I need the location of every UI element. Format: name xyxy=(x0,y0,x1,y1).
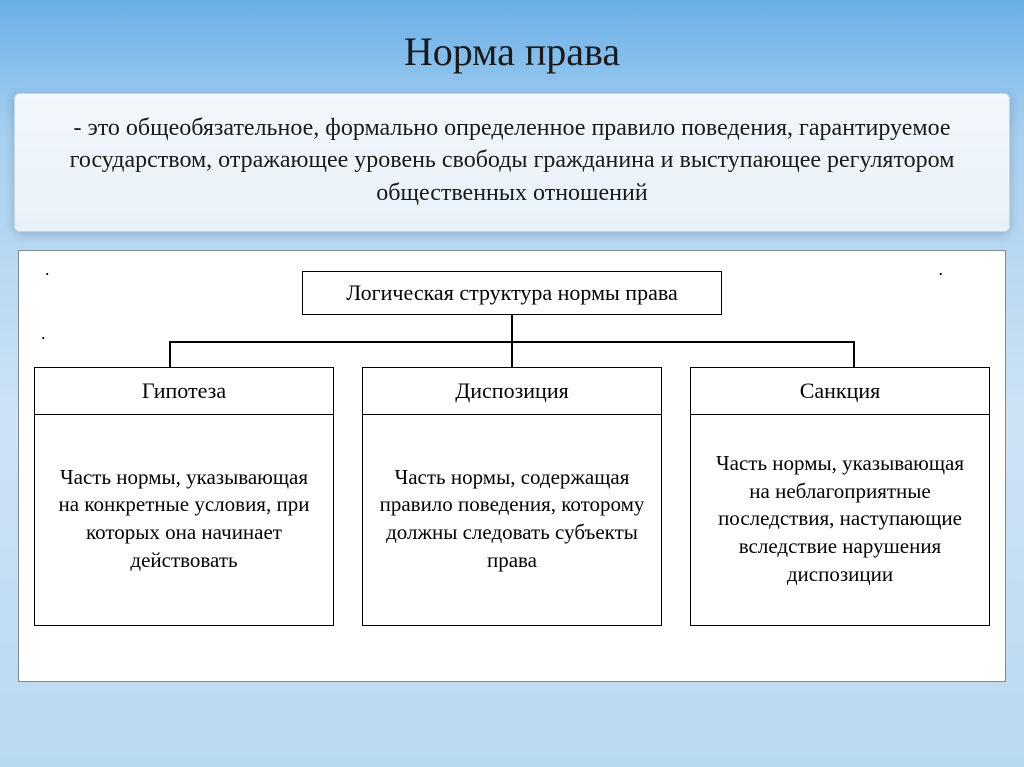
child-title: Диспозиция xyxy=(363,368,661,415)
child-title: Гипотеза xyxy=(35,368,333,415)
child-body: Часть нормы, указывающая на конкретные у… xyxy=(35,415,333,625)
child-hypothesis: Гипотеза Часть нормы, указывающая на кон… xyxy=(34,367,334,626)
diagram-root: Логическая структура нормы права xyxy=(302,271,722,315)
connector-line xyxy=(511,315,513,341)
child-title: Санкция xyxy=(691,368,989,415)
slide-title: Норма права xyxy=(0,0,1024,93)
child-sanction: Санкция Часть нормы, указывающая на небл… xyxy=(690,367,990,626)
artifact-dot: . xyxy=(45,259,50,280)
child-body: Часть нормы, указывающая на неблагоприят… xyxy=(691,415,989,625)
child-disposition: Диспозиция Часть нормы, содержащая прави… xyxy=(362,367,662,626)
connector-line xyxy=(853,341,855,367)
child-body: Часть нормы, содержащая правило поведени… xyxy=(363,415,661,625)
definition-box: - это общеобязательное, формально опреде… xyxy=(14,93,1010,232)
diagram-children: Гипотеза Часть нормы, указывающая на кон… xyxy=(29,367,995,626)
artifact-dot: . xyxy=(939,259,944,280)
connector-line xyxy=(169,341,171,367)
connector-line xyxy=(511,341,513,367)
artifact-dot: . xyxy=(41,323,46,344)
structure-diagram: . . . Логическая структура нормы права Г… xyxy=(18,250,1006,682)
